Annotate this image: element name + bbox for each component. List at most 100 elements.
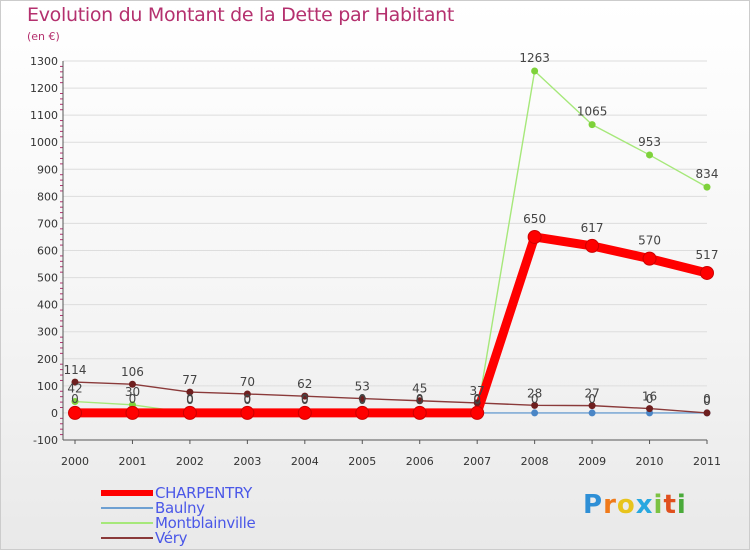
data-label: 114: [64, 363, 87, 377]
data-label: 0: [473, 393, 481, 407]
logo-letter: o: [616, 490, 636, 520]
data-label: 0: [71, 392, 79, 406]
data-point: [297, 405, 312, 420]
x-tick-label: 2011: [693, 455, 721, 468]
data-point: [186, 388, 194, 396]
data-point: [588, 409, 596, 417]
legend-label: Montblainville: [155, 514, 256, 532]
legend-swatch: [101, 537, 153, 539]
x-tick-label: 2010: [636, 455, 664, 468]
x-tick-label: 2008: [521, 455, 549, 468]
legend-label: CHARPENTRY: [155, 484, 252, 502]
y-tick-label: 300: [37, 326, 58, 339]
y-tick-label: 500: [37, 272, 58, 285]
y-tick-label: 1000: [30, 136, 58, 149]
data-label: 0: [531, 392, 539, 406]
data-point: [473, 399, 481, 407]
logo-letter: i: [653, 490, 664, 520]
data-label: 650: [523, 212, 546, 226]
series-markers: [68, 67, 714, 420]
series-line-véry: [74, 381, 708, 414]
data-point: [243, 390, 251, 398]
data-label: 53: [355, 380, 370, 394]
y-tick-label: 1100: [30, 109, 58, 122]
data-label: 0: [186, 393, 194, 407]
y-tick-label: 200: [37, 353, 58, 366]
data-label: 0: [129, 392, 137, 406]
data-label: 42: [67, 382, 82, 396]
data-point: [470, 405, 485, 420]
data-point: [531, 67, 539, 75]
y-tick-label: 100: [37, 380, 58, 393]
series-line-montblainville: [74, 70, 708, 414]
series-line-charpentry: [70, 232, 712, 418]
data-point: [531, 409, 539, 417]
logo-letter: x: [635, 490, 654, 520]
data-label: 77: [182, 373, 197, 387]
data-point: [182, 405, 197, 420]
data-point: [646, 405, 654, 413]
legend-swatch: [101, 507, 153, 509]
data-label: 0: [301, 392, 309, 406]
data-label: 0: [358, 392, 366, 406]
logo-letter: t: [663, 490, 677, 520]
data-point: [703, 409, 711, 417]
data-label: 28: [527, 386, 542, 400]
y-tick-label: 700: [37, 217, 58, 230]
x-tick-label: 2002: [176, 455, 204, 468]
x-tick-label: 2001: [118, 455, 146, 468]
axes: 1300120011001000900800700600500400300200…: [30, 55, 721, 468]
data-label: 834: [696, 167, 719, 181]
legend-swatch: [101, 522, 153, 524]
data-point: [642, 251, 657, 266]
x-tick-label: 2000: [61, 455, 89, 468]
data-point: [128, 380, 136, 388]
data-point: [358, 395, 366, 403]
data-label: 0: [301, 393, 309, 407]
y-tick-label: 900: [37, 163, 58, 176]
x-tick-label: 2006: [406, 455, 434, 468]
logo-letter: r: [603, 490, 617, 520]
data-point: [703, 183, 711, 191]
x-tick-label: 2009: [578, 455, 606, 468]
data-point: [71, 378, 79, 386]
legend-swatch: [101, 490, 153, 496]
data-label: 0: [646, 392, 654, 406]
logo-letter: i: [676, 490, 687, 520]
y-tick-label: 1200: [30, 82, 58, 95]
data-label: 0: [473, 392, 481, 406]
data-label: 106: [121, 365, 144, 379]
data-point: [646, 151, 654, 159]
data-label: 0: [416, 392, 424, 406]
data-label: 570: [638, 234, 661, 248]
data-label: 45: [412, 382, 427, 396]
x-tick-label: 2003: [233, 455, 261, 468]
data-label: 16: [642, 390, 657, 404]
data-label: 1065: [577, 105, 608, 119]
data-label: 0: [186, 392, 194, 406]
data-point: [68, 405, 82, 420]
data-point: [700, 265, 714, 280]
legend-label: Véry: [155, 529, 188, 547]
data-point: [531, 401, 539, 409]
data-point: [125, 405, 140, 420]
logo-letter: P: [583, 490, 604, 520]
data-label: 27: [584, 387, 599, 401]
data-point: [416, 397, 424, 405]
proxiti-logo: Proxiti: [583, 490, 687, 520]
data-label: 0: [588, 392, 596, 406]
data-point: [240, 405, 255, 420]
data-label: 1263: [519, 51, 550, 65]
data-label: 37: [470, 384, 485, 398]
y-tick-label: 800: [37, 190, 58, 203]
y-tick-label: 0: [51, 407, 58, 420]
data-label: 953: [638, 135, 661, 149]
legend-label: Baulny: [155, 499, 205, 517]
y-tick-label: 1300: [30, 55, 58, 68]
data-label: 0: [416, 393, 424, 407]
data-label: 517: [696, 248, 719, 262]
y-tick-label: -100: [33, 434, 58, 447]
